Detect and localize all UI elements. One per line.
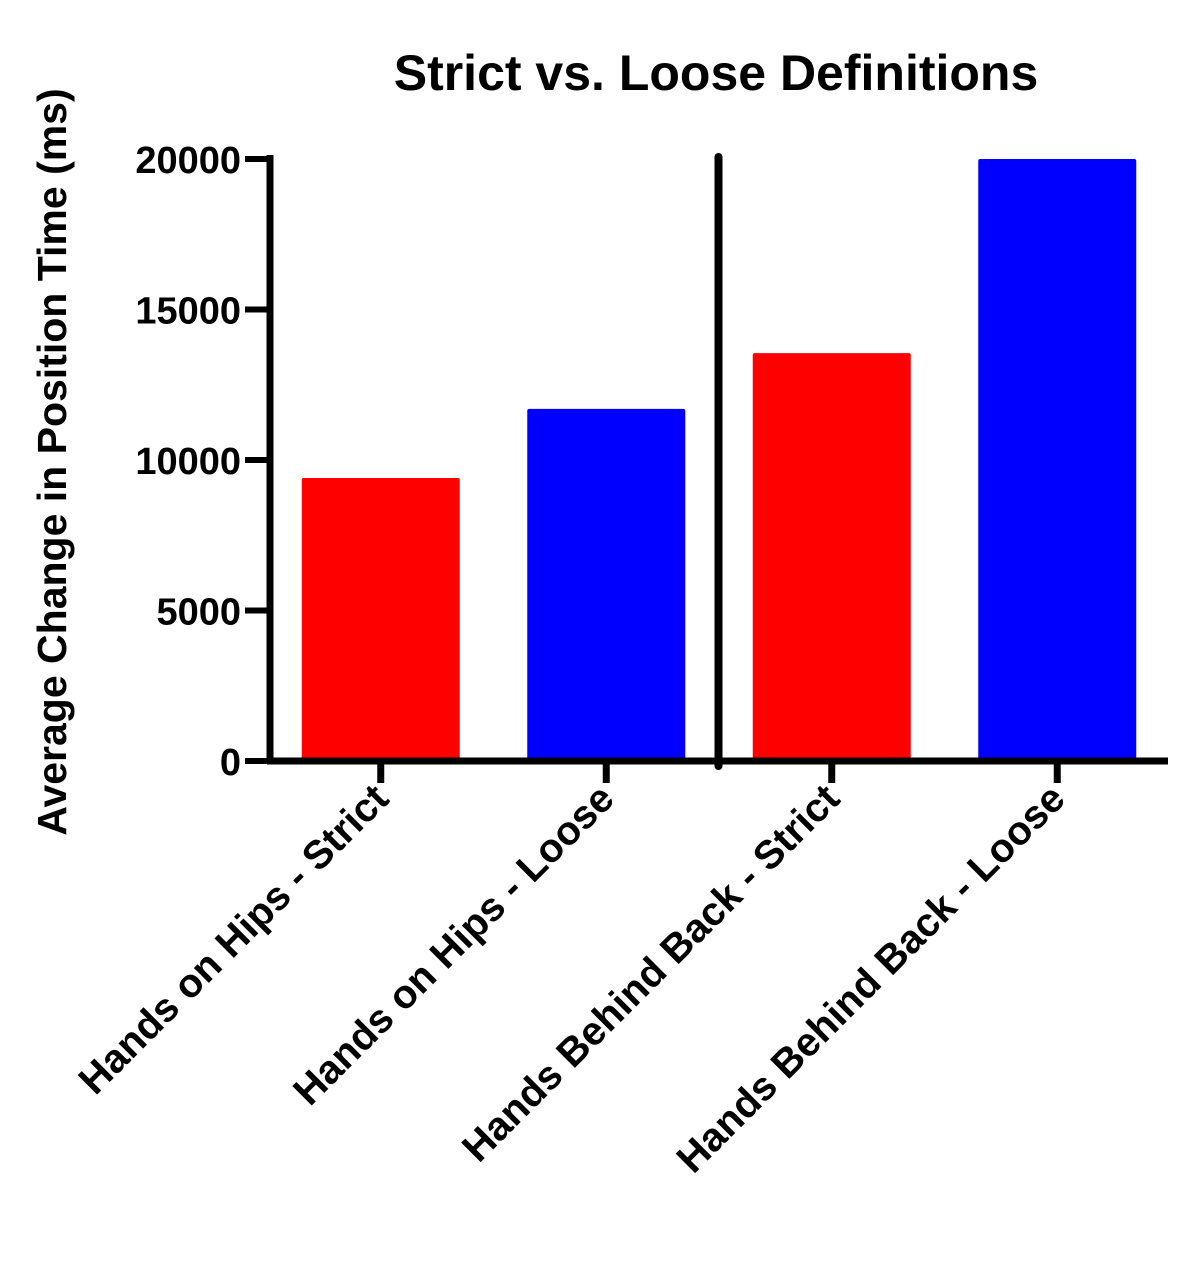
x-tick-label-3: Hands Behind Back - Strict <box>454 776 848 1170</box>
y-tick-label-5: 20000 <box>135 140 241 182</box>
x-tick-label-4: Hands Behind Back - Loose <box>668 776 1073 1181</box>
bar-1 <box>301 478 460 761</box>
chart-title: Strict vs. Loose Definitions <box>394 45 1039 101</box>
y-tick-label-3: 10000 <box>135 441 241 483</box>
bar-4 <box>978 159 1137 761</box>
bar-3 <box>752 353 911 761</box>
y-axis-label: Average Change in Position Time (ms) <box>29 88 75 835</box>
y-tick-label-1: 0 <box>220 742 241 784</box>
y-tick-label-2: 5000 <box>156 592 241 634</box>
y-tick-label-4: 15000 <box>135 291 241 333</box>
bar-2 <box>527 408 686 761</box>
bars-layer <box>301 159 1137 761</box>
